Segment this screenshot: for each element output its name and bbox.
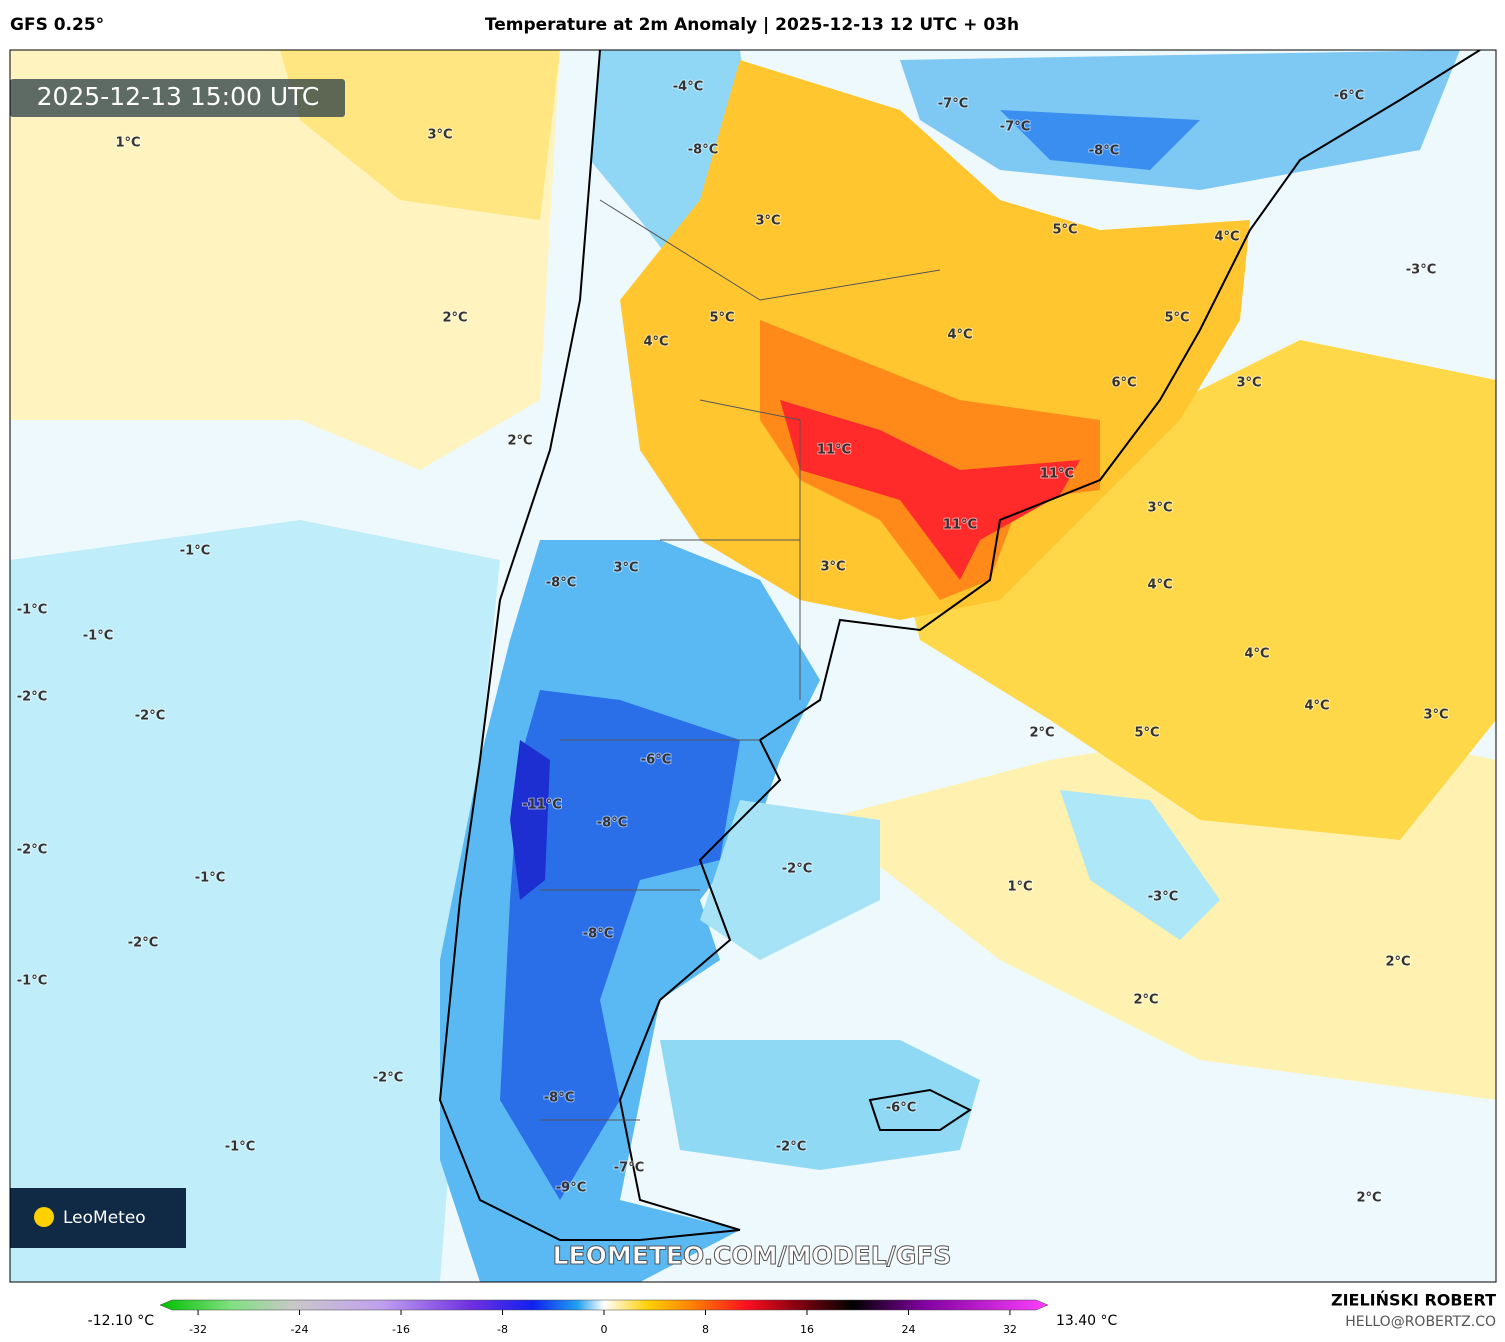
contour-label: -1°C <box>225 1140 255 1155</box>
contour-label: 11°C <box>1040 467 1074 482</box>
watermark: LEOMETEO.COM/MODEL/GFS <box>553 1241 952 1270</box>
coastline-east <box>618 50 1481 1231</box>
warm-ocean-east <box>900 340 1496 840</box>
contour-label: 3°C <box>1147 501 1172 516</box>
map-title: Temperature at 2m Anomaly | 2025-12-13 1… <box>485 15 1019 35</box>
cold-falklands <box>660 1040 980 1170</box>
coastline-west <box>438 50 741 1241</box>
contour-label: 4°C <box>1244 647 1269 662</box>
colorbar-tick-label: 16 <box>800 1323 814 1336</box>
contour-label: 2°C <box>1029 726 1054 741</box>
contour-label: -2°C <box>128 936 158 951</box>
coldest-patagonia <box>510 740 550 900</box>
contour-label: 3°C <box>1423 708 1448 723</box>
contour-label: 4°C <box>1214 230 1239 245</box>
contour-label: 4°C <box>643 335 668 350</box>
contour-label: 2°C <box>1356 1191 1381 1206</box>
contour-label: 5°C <box>1052 223 1077 238</box>
contour-label: -6°C <box>1334 89 1364 104</box>
contour-label: 3°C <box>1236 376 1261 391</box>
contour-label: -6°C <box>641 753 671 768</box>
colorbar-tick-label: 8 <box>702 1323 709 1336</box>
contour-label: -3°C <box>1406 263 1436 278</box>
contour-label: -1°C <box>195 871 225 886</box>
logo-sun <box>34 1207 54 1227</box>
cold-shelf <box>700 800 880 960</box>
contour-label: -11°C <box>522 798 562 813</box>
falkland-islands <box>868 1088 972 1131</box>
contour-label: 2°C <box>442 311 467 326</box>
contour-label: -8°C <box>546 576 576 591</box>
contour-label: 11°C <box>943 518 977 533</box>
contour-label: -3°C <box>1148 890 1178 905</box>
contour-label: -2°C <box>782 862 812 877</box>
logo-text: LeoMeteo <box>63 1208 146 1228</box>
contour-label: -7°C <box>1000 120 1030 135</box>
contour-label: 3°C <box>755 214 780 229</box>
contour-label: -2°C <box>17 690 47 705</box>
contour-label: -8°C <box>583 927 613 942</box>
contour-label: 2°C <box>1133 993 1158 1008</box>
contour-label: -1°C <box>17 974 47 989</box>
warm-patch <box>280 50 560 220</box>
contour-label: -6°C <box>886 1101 916 1116</box>
contour-label: 3°C <box>820 560 845 575</box>
contour-label: -8°C <box>544 1091 574 1106</box>
contour-label: 5°C <box>1164 311 1189 326</box>
contour-label: 11°C <box>817 443 851 458</box>
contour-label: 3°C <box>613 561 638 576</box>
model-name: GFS 0.25° <box>10 15 104 35</box>
contour-label: 1°C <box>1007 880 1032 895</box>
contour-label: -8°C <box>1089 144 1119 159</box>
author: ZIELIŃSKI ROBERT <box>1331 1291 1496 1310</box>
timestamp: 2025-12-13 15:00 UTC <box>37 82 320 111</box>
cold-patch <box>1060 790 1220 940</box>
colorbar-tick-label: -24 <box>291 1323 309 1336</box>
colorbar-tick-label: -16 <box>392 1323 410 1336</box>
colorbar-max: 13.40 °C <box>1056 1313 1118 1329</box>
colorbar-tick-label: 32 <box>1003 1323 1017 1336</box>
contour-label: 2°C <box>1385 955 1410 970</box>
contour-label: -7°C <box>938 97 968 112</box>
colorbar-min: -12.10 °C <box>88 1313 155 1329</box>
contour-label: 1°C <box>115 136 140 151</box>
contour-label: 3°C <box>427 128 452 143</box>
contour-labels: 1°C 3°C 2°C 2°C -1°C -1°C -1°C -2°C -2°C -2°C -1°C… <box>16 79 1450 1207</box>
contour-label: -1°C <box>17 603 47 618</box>
contour-label: -4°C <box>673 80 703 95</box>
contour-label: 4°C <box>1147 578 1172 593</box>
ocean-cold <box>10 520 500 1282</box>
contour-label: 5°C <box>709 311 734 326</box>
hottest-land <box>780 400 1080 580</box>
colorbar-tick-label: -8 <box>497 1323 508 1336</box>
contour-label: 4°C <box>1304 699 1329 714</box>
contour-label: -1°C <box>83 629 113 644</box>
colorbar <box>159 1299 1049 1311</box>
borders <box>540 199 941 1121</box>
colder-north <box>1000 110 1200 170</box>
timestamp-box <box>10 79 345 117</box>
contour-label: 5°C <box>1134 726 1159 741</box>
map-frame <box>9 49 1497 1283</box>
contour-label: 4°C <box>947 328 972 343</box>
contour-label: -8°C <box>597 816 627 831</box>
colorbar-tick-label: 0 <box>601 1323 608 1336</box>
contour-label: -9°C <box>556 1181 586 1196</box>
map-area: 2025-12-13 15:00 UTC LeoMeteo LEOMETEO.C… <box>10 50 1496 1282</box>
contour-label: 6°C <box>1111 376 1136 391</box>
colorbar-tick-label: -32 <box>189 1323 207 1336</box>
colder-patagonia <box>500 690 740 1200</box>
contour-label: -7°C <box>614 1161 644 1176</box>
contour-label: 2°C <box>507 434 532 449</box>
contour-label: -2°C <box>135 709 165 724</box>
contour-label: -2°C <box>17 843 47 858</box>
contour-label: -2°C <box>776 1140 806 1155</box>
contour-label: -8°C <box>688 143 718 158</box>
email: HELLO@ROBERTZ.CO <box>1345 1314 1496 1330</box>
contour-label: -2°C <box>373 1071 403 1086</box>
contour-label: -1°C <box>180 544 210 559</box>
colorbar-tick-label: 24 <box>901 1323 915 1336</box>
